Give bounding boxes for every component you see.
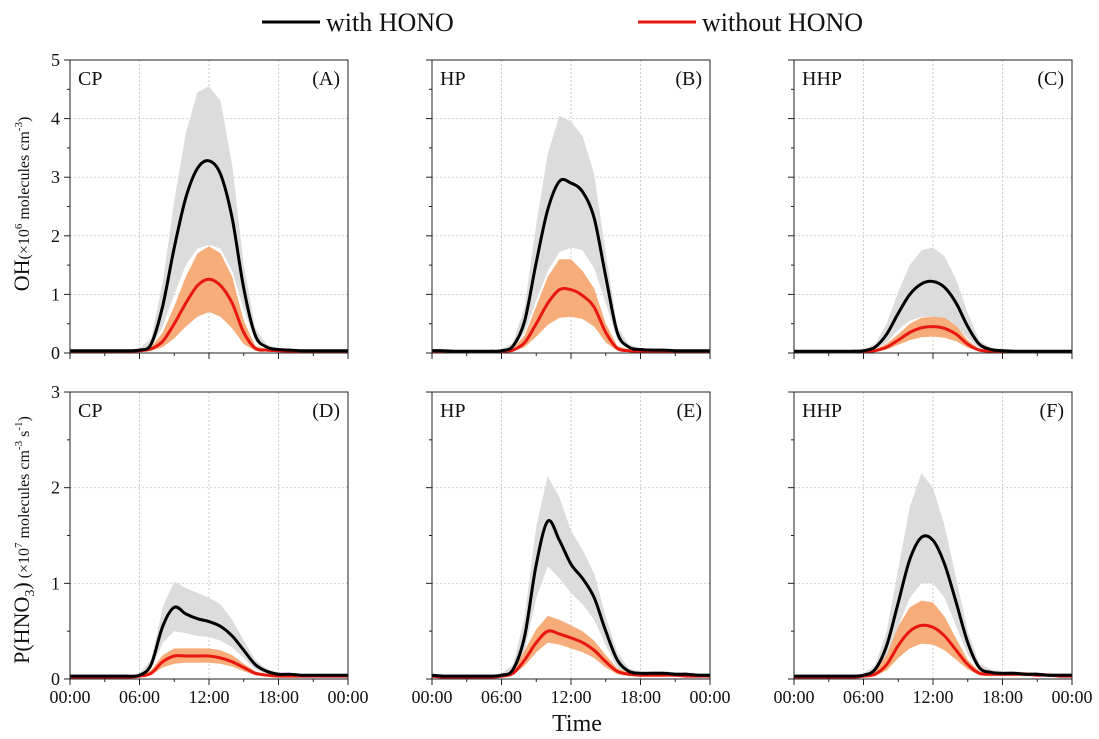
band-with-hono [70,86,348,352]
y-tick-label: 3 [51,382,60,402]
ylabel-oh-main: OH [9,259,34,291]
x-tick-label: 18:00 [258,687,299,707]
ylabel-oh-unit-a: (×10 [16,229,33,259]
ylabel-phno3-unit-exp2: -3 [13,440,25,450]
band-without-hono [432,615,710,678]
band-without-hono [70,246,348,352]
site-label: CP [78,68,102,90]
x-tick-label: 00:00 [689,687,730,707]
ylabel-phno3: P(HNO3) (×107 molecules cm-3 s-1) [9,416,38,664]
series-line-with-hono [69,605,348,678]
y-tick-label: 4 [51,109,60,129]
y-tick-label: 1 [51,284,60,304]
x-tick-label: 18:00 [620,687,661,707]
ylabel-oh-unit-exp: 6 [13,223,25,229]
site-label: HP [440,68,466,90]
ylabel-phno3-unit-exp3: -1 [13,421,25,430]
ylabel-phno3-unit-exp: 7 [13,542,25,548]
site-label: HHP [802,68,842,90]
band-with-hono [432,115,710,352]
panel-f: 00:00 06:00 12:00 18:00 00:00 HHP (F) [773,391,1093,707]
panel-label: (E) [676,400,702,422]
panel-label: (C) [1037,68,1064,90]
band-with-hono [794,473,1072,678]
x-tick-label: 12:00 [550,687,591,707]
panel-b: HP (B) [426,59,711,359]
y-tick-label: 1 [51,573,60,593]
x-tick-label: 06:00 [481,687,522,707]
site-label: HHP [802,400,842,422]
panel-label: (B) [675,68,702,90]
panel-label: (F) [1040,400,1064,422]
ylabel-oh-unit-end: ) [16,117,33,122]
ylabel-phno3-unit-b: molecules cm [16,449,33,542]
x-tick-label: 12:00 [188,687,229,707]
panel-e: 00:00 06:00 12:00 18:00 00:00 HP (E) [411,391,731,707]
series-line-with-hono [794,279,1072,353]
series-line-with-hono [431,177,710,353]
site-label: HP [440,400,466,422]
x-tick-label: 00:00 [49,687,90,707]
xlabel-time: Time [552,711,602,737]
ylabel-oh-unit-b: molecules cm [16,131,33,224]
y-tick-label: 2 [51,478,60,498]
panels: 0 1 2 3 4 5 CP (A) HP (B) HHP (C) 00:00 06:00 12:00 18:… [49,50,1092,707]
ylabel-phno3-unit-c: s [16,431,33,441]
ylabel-phno3-unit-a: (×10 [16,548,33,582]
y-tick-label: 0 [51,343,60,363]
y-tick-label: 2 [51,226,60,246]
x-tick-label: 06:00 [843,687,884,707]
ylabel-phno3-unit-end: ) [16,416,33,421]
band-with-hono [70,581,348,678]
ylabel-phno3-main-a: P(HNO [9,597,34,664]
series-line-with-hono [793,534,1072,678]
x-tick-label: 00:00 [327,687,368,707]
legend: with HONO without HONO [262,8,863,37]
panel-label: (D) [312,400,340,422]
ylabel-phno3-main-b: ) [9,582,34,589]
y-tick-label: 5 [51,50,60,70]
band-without-hono [794,600,1072,678]
band-with-hono [794,247,1072,352]
x-tick-label: 06:00 [119,687,160,707]
x-tick-label: 18:00 [982,687,1023,707]
panel-c: HHP (C) [788,59,1073,359]
ylabel-oh-unit-exp2: -3 [13,122,25,132]
legend-without-hono-label: without HONO [702,8,863,37]
x-tick-label: 12:00 [912,687,953,707]
series-line-with-hono [70,159,348,353]
legend-with-hono-label: with HONO [326,8,454,37]
site-label: CP [78,400,102,422]
series-line-with-hono [431,519,711,678]
ylabel-phno3-main-sub: 3 [23,590,38,597]
y-tick-label: 0 [51,669,60,689]
panel-label: (A) [312,68,340,90]
band-without-hono [432,259,710,353]
ylabel-oh: OH(×106 molecules cm-3) [9,117,34,292]
y-tick-label: 3 [51,167,60,187]
x-tick-label: 00:00 [411,687,452,707]
x-tick-label: 00:00 [773,687,814,707]
panel-a: 0 1 2 3 4 5 CP (A) [51,50,349,363]
band-with-hono [432,476,710,678]
band-without-hono [70,648,348,678]
x-tick-label: 00:00 [1051,687,1092,707]
band-without-hono [794,316,1072,353]
